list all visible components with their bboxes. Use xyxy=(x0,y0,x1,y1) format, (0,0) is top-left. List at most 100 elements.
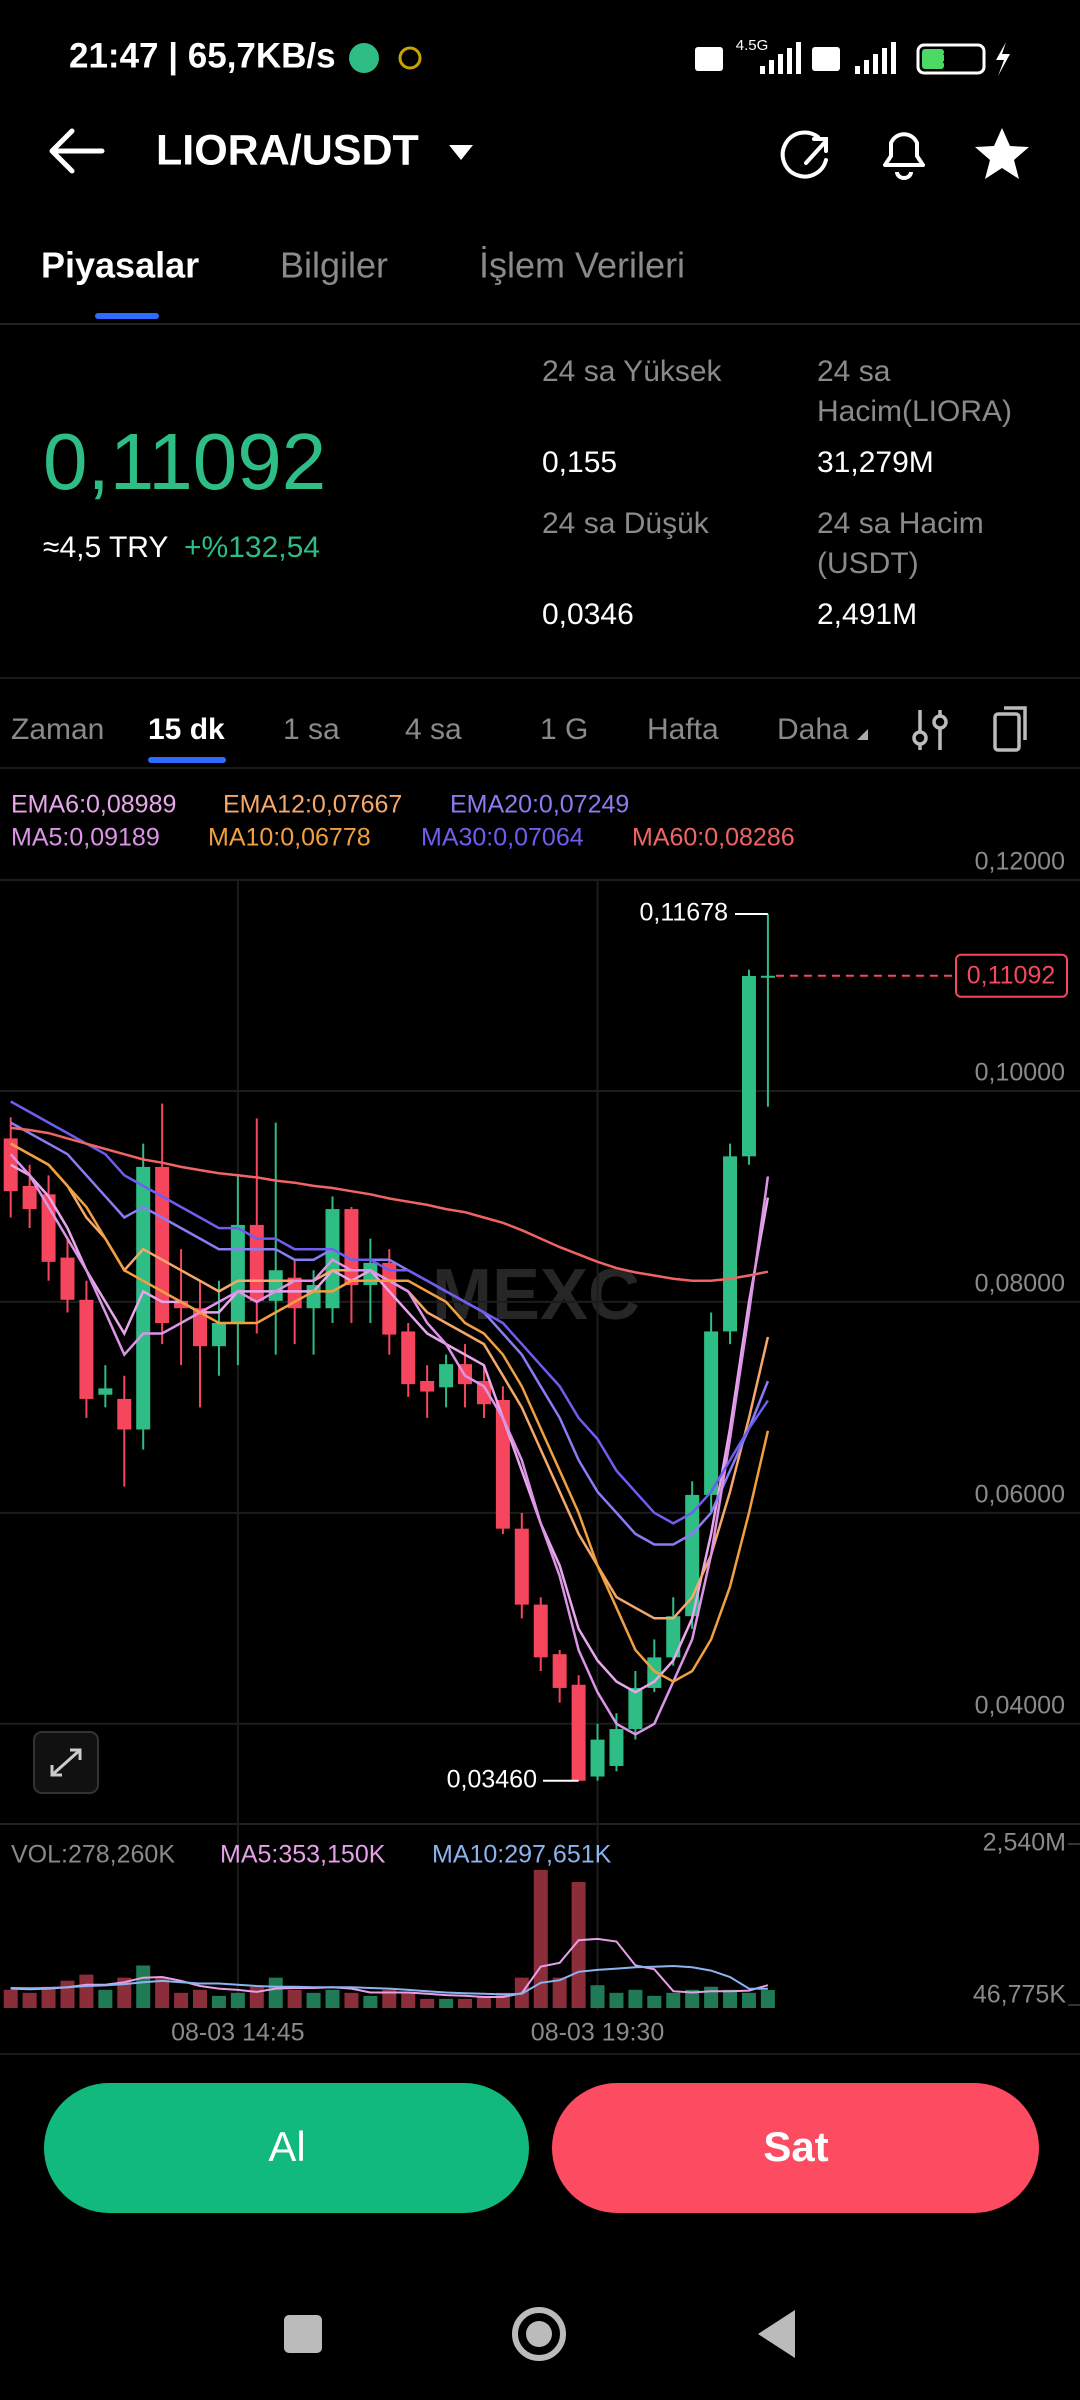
legend-entry: MA5:0,09189 xyxy=(11,824,160,852)
legend-entry: MA60:0,08286 xyxy=(632,824,795,852)
tab-indicator xyxy=(95,313,159,319)
indicator-settings[interactable] xyxy=(912,710,948,750)
volume-bar xyxy=(458,1998,473,2008)
candle-body xyxy=(401,1331,416,1385)
volume-bar xyxy=(230,1992,245,2008)
back-button[interactable] xyxy=(49,128,105,174)
x-tick-label: 08-03 19:30 xyxy=(531,2019,664,2047)
volume-bar xyxy=(741,1992,756,2008)
interval[interactable]: Hafta xyxy=(647,713,719,746)
legend-entry: MA10:297,651K xyxy=(432,1841,612,1869)
stat-value: 0,155 xyxy=(542,446,617,479)
candle-body xyxy=(363,1262,378,1286)
candle-body xyxy=(193,1308,207,1347)
candle-body xyxy=(609,1729,624,1766)
volume-bar xyxy=(760,1990,775,2008)
candle-body xyxy=(420,1381,435,1392)
alert-button[interactable] xyxy=(883,132,925,180)
candle-body xyxy=(552,1654,567,1688)
volume-bar xyxy=(685,1989,700,2008)
stat-label: (USDT) xyxy=(817,547,919,580)
volume-bar xyxy=(363,1995,378,2008)
volume-bar xyxy=(249,1986,264,2008)
interval[interactable]: 1 G xyxy=(540,713,588,746)
high-label: 0,11678 xyxy=(639,899,728,927)
sell-button[interactable] xyxy=(552,2083,1039,2213)
candle-body xyxy=(533,1604,548,1658)
legend-entry: MA10:0,06778 xyxy=(208,824,371,852)
app-icon xyxy=(398,46,422,70)
interval[interactable]: 4 sa xyxy=(405,713,462,746)
candle-body xyxy=(211,1322,226,1347)
stat-label: Hacim(LIORA) xyxy=(817,395,1012,428)
x-tick-label: 08-03 14:45 xyxy=(171,2019,304,2047)
status-time: 21:47 | 65,7KB/s xyxy=(69,36,336,75)
nav-back[interactable] xyxy=(758,2310,795,2358)
layout-button[interactable] xyxy=(993,706,1027,752)
candle-body xyxy=(647,1657,662,1688)
tab[interactable]: İşlem Verileri xyxy=(479,245,685,286)
pair-dropdown[interactable] xyxy=(449,145,473,160)
nav-recents[interactable] xyxy=(284,2315,322,2353)
interval[interactable]: Daha xyxy=(777,713,849,746)
stat-label: 24 sa Hacim xyxy=(817,507,984,540)
nav-home[interactable] xyxy=(512,2307,566,2361)
favorite-button[interactable] xyxy=(975,128,1029,179)
candle-body xyxy=(3,1138,18,1192)
interval[interactable]: 1 sa xyxy=(283,713,340,746)
candle-body xyxy=(98,1388,113,1395)
volume-bar xyxy=(723,1989,738,2008)
fiat-price: ≈4,5 TRY xyxy=(43,531,168,564)
nav-home-dot xyxy=(526,2321,552,2347)
tab[interactable]: Bilgiler xyxy=(280,245,388,286)
candle-body xyxy=(344,1209,359,1286)
interval-indicator xyxy=(148,757,226,763)
candle-body xyxy=(79,1299,94,1399)
volume-bar xyxy=(268,1977,283,2008)
network-type: 4.5G xyxy=(736,37,769,54)
volume-bar xyxy=(3,1989,18,2008)
interval[interactable]: Zaman xyxy=(11,713,104,746)
candle-body xyxy=(741,975,756,1157)
buy-label: Al xyxy=(268,2123,305,2170)
candle-body xyxy=(306,1285,321,1309)
volume-ma-line xyxy=(10,1964,768,1996)
candle-body xyxy=(230,1224,245,1323)
y-tick-label: 0,04000 xyxy=(975,1691,1065,1719)
stat-label: 24 sa Yüksek xyxy=(542,355,723,388)
candle-body xyxy=(439,1364,454,1388)
candle-body xyxy=(268,1270,283,1301)
candle-body xyxy=(382,1262,397,1335)
share-button[interactable] xyxy=(780,130,828,179)
last-price-box xyxy=(955,953,1068,998)
interval[interactable]: 15 dk xyxy=(148,713,225,746)
stat-value: 0,0346 xyxy=(542,598,634,631)
pair-title: LIORA/USDT xyxy=(156,126,419,174)
candle-body xyxy=(760,975,775,978)
volume-bar xyxy=(552,1977,567,2008)
volume-bar xyxy=(382,1989,397,2008)
charging-icon xyxy=(996,42,1010,76)
volume-bar xyxy=(666,1992,681,2008)
buy-button[interactable] xyxy=(44,2083,529,2213)
volume-bar xyxy=(79,1974,94,2008)
stat-value: 2,491M xyxy=(817,598,917,631)
fullscreen-icon xyxy=(50,1748,82,1777)
indicator-line xyxy=(10,1121,770,1546)
y-tick-label: 2,540M xyxy=(983,1829,1066,1857)
volume-bar xyxy=(571,1882,586,2008)
tab[interactable]: Piyasalar xyxy=(41,245,199,286)
y-tick-label: 0,08000 xyxy=(975,1270,1065,1298)
volume-bar xyxy=(533,1869,548,2008)
candle-body xyxy=(571,1684,586,1781)
candle-body xyxy=(136,1166,151,1430)
volume-bar xyxy=(22,1992,37,2008)
candle-body xyxy=(117,1398,132,1430)
volume-bar xyxy=(439,1998,454,2008)
last-price: 0,11092 xyxy=(43,417,326,506)
candle-body xyxy=(704,1331,719,1495)
y-tick-label: 0,12000 xyxy=(975,848,1065,876)
volume-bar xyxy=(344,1992,359,2008)
volume-bar xyxy=(628,1989,643,2008)
volume-bar xyxy=(647,1995,662,2008)
